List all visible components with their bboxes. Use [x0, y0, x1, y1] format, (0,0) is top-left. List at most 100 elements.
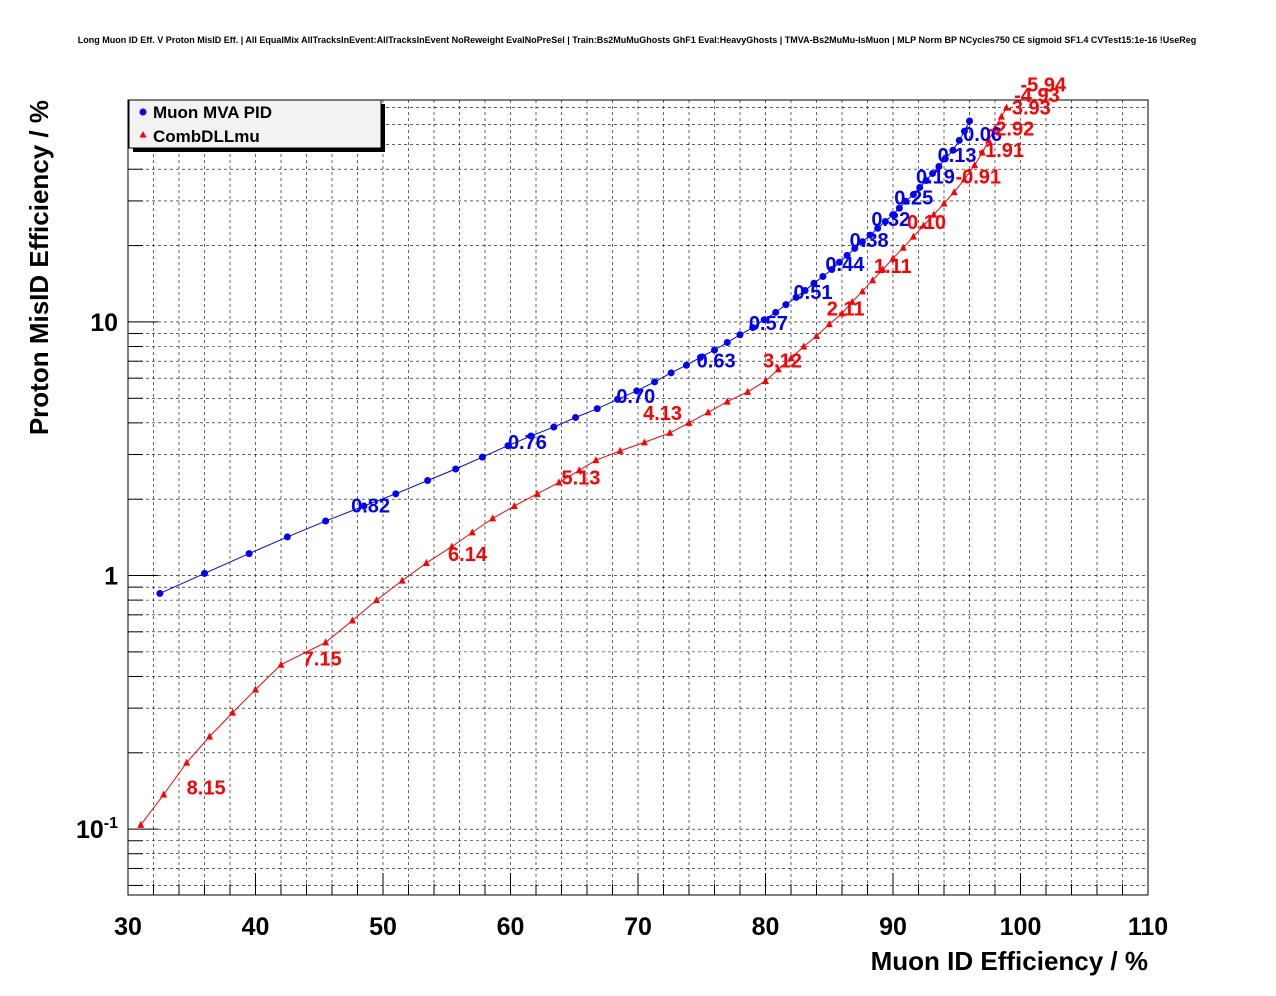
chart-title: Long Muon ID Eff. V Proton MisID Eff. | … — [78, 35, 1196, 45]
data-label: 0.38 — [850, 230, 889, 252]
data-point — [322, 517, 330, 525]
data-label: 0.82 — [351, 496, 390, 518]
data-point — [960, 175, 968, 183]
legend-box — [128, 99, 382, 149]
data-label: 0.25 — [894, 187, 933, 209]
data-point — [229, 708, 237, 716]
data-point — [373, 596, 381, 604]
data-point — [392, 490, 400, 498]
data-point — [851, 244, 859, 252]
data-point — [348, 616, 356, 624]
x-axis-title: Muon ID Efficiency / % — [871, 946, 1148, 976]
data-point — [762, 376, 769, 384]
data-point — [572, 413, 580, 421]
data-point — [744, 387, 752, 395]
data-point — [704, 408, 712, 416]
data-label: 6.14 — [448, 544, 488, 566]
data-point — [828, 265, 836, 273]
data-point — [902, 197, 910, 205]
x-tick-label: 80 — [752, 913, 780, 941]
data-point — [723, 397, 731, 405]
data-point — [711, 346, 718, 354]
data-point — [422, 559, 430, 567]
data-label: 0.70 — [616, 386, 655, 408]
data-point — [201, 569, 208, 577]
data-point — [909, 232, 917, 240]
data-label: 0.19 — [916, 166, 955, 188]
data-point — [848, 297, 856, 305]
data-point — [935, 163, 943, 171]
data-point — [978, 148, 986, 156]
data-point — [895, 204, 903, 212]
series-group — [137, 103, 1010, 828]
data-point — [801, 287, 809, 295]
data-point — [245, 550, 253, 558]
data-point — [960, 127, 968, 135]
data-point — [930, 210, 938, 218]
data-label: 4.13 — [643, 403, 682, 425]
data-point — [813, 332, 820, 340]
data-point — [478, 453, 486, 461]
data-point — [858, 238, 866, 246]
data-point — [819, 273, 827, 281]
data-point — [1002, 103, 1010, 111]
data-point — [160, 790, 168, 798]
data-label: 0.10 — [907, 212, 946, 234]
data-label: -2.92 — [989, 118, 1035, 140]
data-point — [949, 146, 957, 154]
data-point — [772, 308, 780, 316]
data-point — [749, 324, 757, 332]
data-point — [277, 660, 285, 668]
data-point — [874, 224, 882, 232]
data-point — [736, 331, 744, 339]
data-point — [616, 446, 624, 454]
data-label: -4.93 — [1014, 85, 1060, 107]
data-point — [398, 576, 406, 584]
x-tick-label: 100 — [1000, 913, 1042, 941]
data-point — [879, 265, 887, 273]
data-point — [575, 466, 583, 474]
data-point — [941, 155, 949, 163]
data-point — [252, 685, 259, 693]
data-label: 0.51 — [794, 282, 833, 304]
data-point — [858, 287, 866, 295]
data-label: 5.13 — [562, 467, 601, 489]
data-point — [881, 217, 889, 225]
data-point — [966, 117, 973, 125]
data-point — [452, 465, 460, 473]
data-point — [916, 183, 924, 191]
data-point — [723, 338, 731, 346]
data-label: 0.13 — [938, 145, 977, 167]
data-label: 8.15 — [187, 777, 226, 799]
data-label: 7.15 — [303, 649, 342, 671]
data-point — [206, 732, 214, 740]
data-point — [527, 432, 535, 440]
data-label: 3.12 — [763, 351, 802, 373]
x-tick-label: 70 — [624, 913, 652, 941]
data-point — [920, 221, 928, 229]
data-point — [866, 231, 874, 239]
legend-label-muon-mva: Muon MVA PID — [153, 103, 272, 122]
data-label: -3.93 — [1005, 97, 1051, 119]
data-point — [360, 502, 368, 510]
data-point — [869, 276, 877, 284]
data-point — [504, 442, 512, 450]
legend-marker-muon-mva — [139, 108, 147, 116]
x-tick-label: 90 — [879, 913, 907, 941]
data-point — [991, 124, 999, 132]
data-point — [640, 438, 648, 446]
data-point — [800, 342, 808, 350]
data-point — [985, 136, 993, 144]
x-tick-label: 50 — [369, 913, 397, 941]
y-tick-label: 1 — [104, 563, 118, 591]
data-point — [889, 254, 897, 262]
data-label: 0.63 — [697, 351, 736, 373]
data-point — [156, 589, 164, 597]
data-point — [550, 423, 558, 431]
y-tick-label: 10 — [90, 309, 118, 337]
data-point — [448, 542, 456, 550]
data-point — [950, 188, 958, 196]
